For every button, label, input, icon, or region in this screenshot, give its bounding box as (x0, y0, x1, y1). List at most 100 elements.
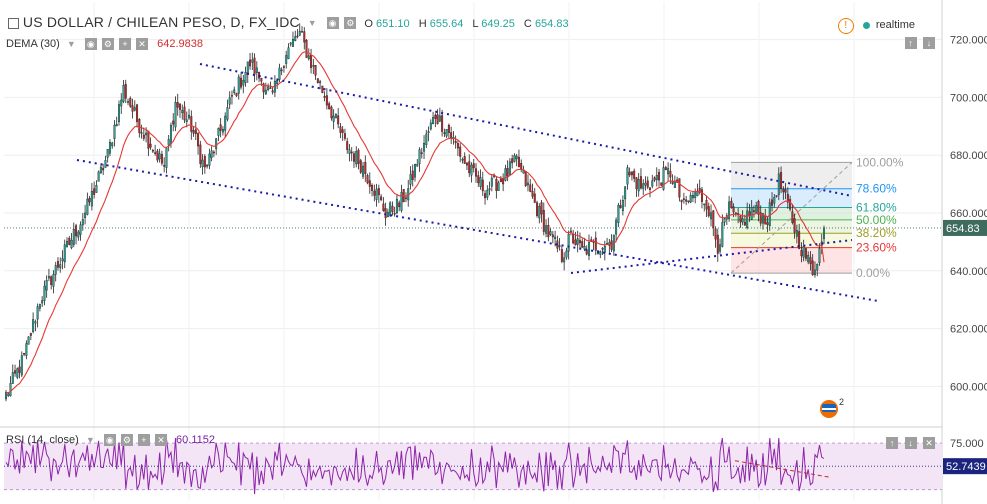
last-price-tag (943, 219, 987, 236)
move-up-icon[interactable]: ↑ (904, 36, 917, 49)
candle-body (809, 257, 812, 264)
eye-icon[interactable]: ◉ (103, 434, 116, 447)
candle-body (260, 78, 263, 82)
fibonacci-retracement[interactable]: 100.00% 78.60% 61.80%50.00%38.20%23.60% 0.0… (730, 155, 904, 280)
chevron-down-icon[interactable]: ▼ (85, 435, 95, 446)
eye-icon[interactable]: ◉ (84, 38, 97, 51)
candle-body (228, 97, 231, 105)
candle-body (362, 165, 365, 177)
candle-body (804, 248, 807, 259)
candle-body (669, 170, 672, 178)
candle-body (301, 31, 304, 33)
candle-body (524, 171, 527, 186)
chevron-down-icon[interactable]: ▼ (307, 18, 317, 29)
candle-body (375, 188, 378, 200)
gear-icon[interactable]: ⚙ (101, 38, 114, 51)
candle-body (334, 113, 337, 119)
candle-body (653, 177, 656, 181)
gear-icon[interactable]: ⚙ (120, 434, 133, 447)
close-icon[interactable]: ✕ (154, 434, 167, 447)
candle-body (169, 124, 172, 144)
candle-body (310, 54, 313, 68)
candle-body (348, 149, 351, 154)
candle-body (414, 163, 416, 178)
symbol-title[interactable]: US DOLLAR / CHILEAN PESO, D, FX_IDC (22, 14, 300, 30)
candle-body (38, 304, 41, 309)
candle-body (723, 218, 726, 223)
candle-body (36, 306, 39, 320)
candle-body (651, 180, 654, 187)
candle-body (312, 65, 315, 67)
candle-body (25, 343, 28, 356)
candle-body (352, 153, 355, 162)
candle-body (332, 115, 335, 122)
candle-body (673, 180, 676, 188)
candle-body (477, 175, 480, 184)
close-icon[interactable]: ✕ (923, 436, 935, 449)
candle-body (637, 179, 640, 192)
candle-body (129, 98, 132, 107)
collapse-icon[interactable] (8, 17, 19, 29)
candle-body (716, 234, 719, 254)
candle-body (447, 124, 450, 133)
plus-icon[interactable]: + (118, 38, 131, 51)
candle-body (395, 198, 398, 214)
candle-body (529, 184, 532, 192)
candle-body (531, 190, 534, 197)
candle-body (526, 182, 529, 186)
candle-body (545, 225, 548, 234)
price-tick-label: 720.000 (950, 35, 987, 47)
candle-body (156, 150, 159, 161)
chevron-down-icon[interactable]: ▼ (66, 39, 76, 50)
candle-body (576, 238, 579, 245)
candle-body (70, 240, 73, 249)
candle-body (655, 174, 658, 181)
candle-body (536, 202, 539, 216)
candle-body (355, 151, 358, 165)
rsi-label[interactable]: RSI (14, close) (6, 434, 79, 446)
eye-icon[interactable]: ◉ (326, 17, 339, 30)
candle-body (208, 153, 211, 166)
candle-body (685, 199, 688, 202)
candle-body (86, 198, 89, 215)
candle-body (712, 210, 715, 228)
dema-label[interactable]: DEMA (30) (6, 38, 60, 50)
flag-emoji-icon[interactable]: 2 (820, 397, 844, 418)
candle-body (678, 178, 681, 198)
move-down-icon[interactable]: ↓ (923, 36, 935, 49)
candle-body (224, 115, 227, 131)
candle-body (206, 164, 209, 167)
candle-body (728, 201, 731, 220)
candle-body (432, 117, 435, 125)
price-tick-label: 680.000 (950, 150, 987, 162)
candle-body (465, 162, 468, 166)
candle-body (237, 76, 240, 94)
candle-body (179, 103, 181, 110)
candlestick-series (5, 23, 825, 402)
candle-body (472, 163, 475, 169)
candle-body (391, 205, 394, 213)
candle-body (459, 146, 462, 157)
price-axis[interactable]: 600.000 620.000 640.000 660.000 680.000 700.0… (4, 0, 987, 504)
candle-body (285, 55, 288, 64)
candle-body (732, 206, 735, 213)
fib-level-label: 38.20% (856, 226, 897, 240)
trendlines[interactable] (76, 63, 879, 302)
candle-body (303, 31, 306, 43)
candle-body (691, 194, 694, 199)
close-icon[interactable]: ✕ (136, 38, 149, 51)
candle-body (380, 196, 383, 201)
gear-icon[interactable]: ⚙ (344, 17, 357, 30)
candle-body (730, 200, 733, 209)
candle-body (520, 163, 523, 169)
candle-body (68, 238, 71, 245)
plus-icon[interactable]: + (137, 434, 150, 447)
candle-body (463, 156, 466, 164)
move-down-icon[interactable]: ↓ (904, 436, 917, 449)
alert-icon[interactable]: ! (837, 18, 854, 34)
candle-body (244, 71, 247, 83)
candle-body (633, 170, 636, 179)
candle-body (547, 225, 550, 238)
move-up-icon[interactable]: ↑ (886, 436, 899, 449)
